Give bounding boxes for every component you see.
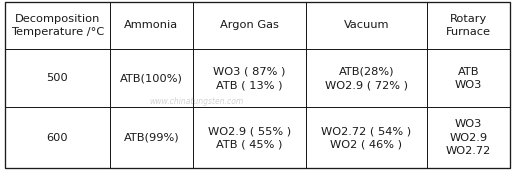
Bar	[426, 107, 510, 168]
Text: ATB(100%): ATB(100%)	[120, 73, 183, 83]
Bar	[110, 107, 193, 168]
Text: 600: 600	[47, 133, 68, 143]
Text: Argon Gas: Argon Gas	[220, 20, 279, 30]
Text: WO3
WO2.9
WO2.72: WO3 WO2.9 WO2.72	[445, 119, 491, 157]
Text: Rotary
Furnace: Rotary Furnace	[446, 14, 491, 37]
Bar	[193, 2, 306, 49]
Text: WO2.72 ( 54% )
WO2 ( 46% ): WO2.72 ( 54% ) WO2 ( 46% )	[321, 126, 411, 150]
Bar	[193, 107, 306, 168]
Text: Decomposition
Temperature /°C: Decomposition Temperature /°C	[11, 14, 104, 37]
Bar	[5, 2, 110, 49]
Bar	[426, 49, 510, 107]
Text: ATB
WO3: ATB WO3	[455, 66, 482, 90]
Bar	[110, 49, 193, 107]
Text: ATB(99%): ATB(99%)	[124, 133, 179, 143]
Bar	[306, 107, 426, 168]
Bar	[110, 2, 193, 49]
Bar	[426, 2, 510, 49]
Text: WO3 ( 87% )
ATB ( 13% ): WO3 ( 87% ) ATB ( 13% )	[213, 66, 286, 90]
Text: WO2.9 ( 55% )
ATB ( 45% ): WO2.9 ( 55% ) ATB ( 45% )	[208, 126, 291, 150]
Bar	[306, 2, 426, 49]
Text: Vacuum: Vacuum	[344, 20, 389, 30]
Bar	[306, 49, 426, 107]
Text: ATB(28%)
WO2.9 ( 72% ): ATB(28%) WO2.9 ( 72% )	[325, 66, 408, 90]
Bar	[5, 107, 110, 168]
Bar	[5, 49, 110, 107]
Bar	[193, 49, 306, 107]
Text: www.chinatungsten.com: www.chinatungsten.com	[150, 97, 244, 106]
Text: Ammonia: Ammonia	[125, 20, 179, 30]
Text: 500: 500	[47, 73, 68, 83]
